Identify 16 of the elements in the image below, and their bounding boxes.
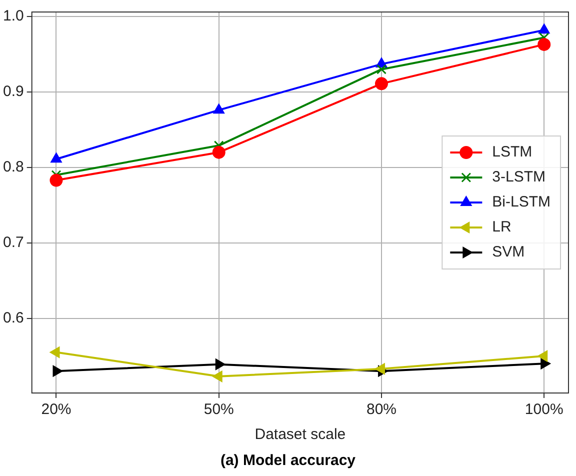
x-tick-label: 100% [524,401,564,418]
legend-label: LSTM [492,144,532,161]
y-tick-label: 0.7 [2,234,24,252]
y-tick-label: 0.8 [2,158,24,176]
x-axis-title: Dataset scale [254,426,346,444]
y-tick-label: 0.6 [2,309,24,326]
x-tick-label: 50% [204,401,234,418]
legend-label: 3-LSTM [492,168,546,186]
x-tick-label: 20% [41,401,72,418]
text: (a) Model accuracy [219,452,357,469]
legend-label: Bi-LSTM [492,194,551,211]
x-tick-label: 80% [366,401,396,418]
legend-label: SVM [492,244,525,261]
y-tick-label: 0.9 [2,83,24,100]
legend-label: LR [492,218,512,236]
y-tick-label: 1.0 [2,8,24,25]
